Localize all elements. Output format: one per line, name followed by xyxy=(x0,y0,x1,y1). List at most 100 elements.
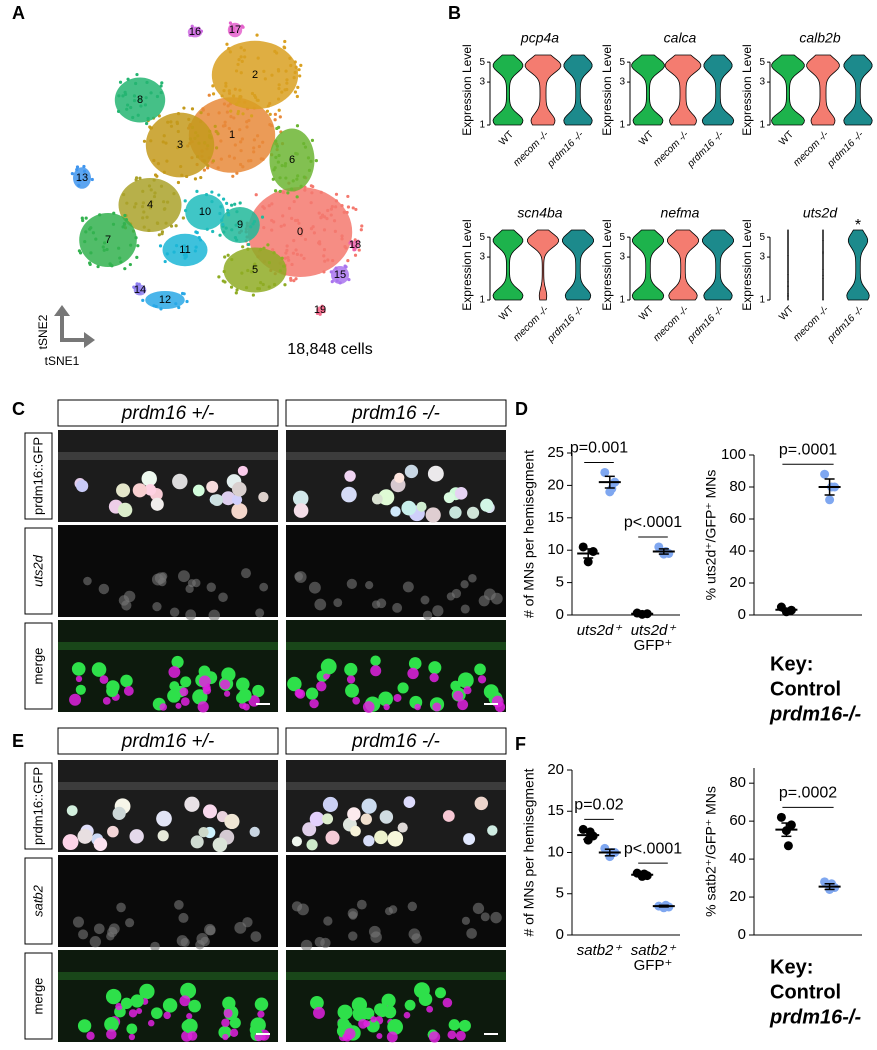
signal xyxy=(309,698,319,709)
cell xyxy=(72,916,84,928)
cell-dot xyxy=(259,247,263,251)
cell xyxy=(192,578,201,588)
cell-dot xyxy=(135,72,139,77)
cell-dot xyxy=(293,218,298,223)
cell-dot xyxy=(250,91,255,96)
signal xyxy=(428,1031,441,1043)
error-bar xyxy=(637,612,648,616)
cluster-label: 7 xyxy=(105,234,111,246)
signal xyxy=(147,1019,155,1027)
cell-dot xyxy=(286,255,290,260)
cell-dot xyxy=(277,108,281,112)
cell xyxy=(374,1003,387,1016)
signal xyxy=(442,997,453,1008)
cell xyxy=(252,684,265,698)
cell-dot xyxy=(293,60,297,64)
cell xyxy=(397,822,408,833)
signal xyxy=(352,696,361,705)
signal xyxy=(370,1016,377,1023)
cell-dot xyxy=(299,233,303,237)
y-axis-label: Expression Level xyxy=(600,44,614,135)
cell-dot xyxy=(152,158,156,163)
cell-dot xyxy=(230,257,234,262)
cluster-label: 6 xyxy=(289,154,295,166)
cell-dot xyxy=(317,240,322,244)
cell-dot xyxy=(214,129,218,134)
cell-dot xyxy=(223,120,227,124)
cell xyxy=(460,604,470,614)
cell-dot xyxy=(277,125,281,130)
cell xyxy=(434,987,446,999)
cell xyxy=(449,506,462,519)
cell xyxy=(184,796,200,812)
outlier-dot xyxy=(822,268,824,271)
cell-dot xyxy=(285,244,289,248)
cell-dot xyxy=(277,86,281,91)
error-bar xyxy=(637,872,648,877)
y-tick-label: 3 xyxy=(759,77,765,88)
cell xyxy=(126,1023,138,1035)
cell-dot xyxy=(159,307,163,311)
signal xyxy=(362,701,375,713)
cell-dot xyxy=(112,211,116,215)
cluster-label: 10 xyxy=(199,206,211,218)
error-bar xyxy=(658,548,669,555)
cluster-label: 19 xyxy=(314,304,326,316)
y-axis-label: Expression Level xyxy=(740,44,754,135)
cell-dot xyxy=(174,224,178,228)
signal xyxy=(313,1006,325,1019)
cell xyxy=(205,925,216,936)
outlier-dot xyxy=(787,285,789,288)
cell-dot xyxy=(238,88,242,92)
violin xyxy=(787,229,789,301)
cell-dot xyxy=(292,279,296,283)
cell-dot xyxy=(272,282,277,287)
cell-dot xyxy=(331,258,335,263)
cell xyxy=(206,480,219,493)
cell-dot xyxy=(169,224,174,228)
cell-dot xyxy=(228,21,233,25)
cell xyxy=(371,493,383,505)
y-tick-label: 5 xyxy=(619,232,625,243)
row-label: merge xyxy=(30,648,45,685)
cell-dot xyxy=(172,250,176,254)
gene-title: nefma xyxy=(661,205,700,221)
cell-dot xyxy=(297,68,301,72)
cell-dot xyxy=(263,77,267,81)
cell xyxy=(370,655,381,666)
cell-dot xyxy=(217,275,221,279)
cell-dot xyxy=(187,117,191,121)
cell xyxy=(310,996,324,1010)
cell-dot xyxy=(321,309,326,313)
cell-dot xyxy=(353,248,357,252)
cell-dot xyxy=(123,213,127,218)
cell xyxy=(388,905,398,914)
cell xyxy=(250,931,262,942)
cell-dot xyxy=(284,69,288,73)
cell-dot xyxy=(129,105,133,110)
cell-dot xyxy=(276,97,281,101)
cell-dot xyxy=(266,243,270,247)
cell xyxy=(458,1019,471,1032)
cell-dot xyxy=(124,218,129,222)
cell-dot xyxy=(273,118,277,122)
cell-dot xyxy=(295,177,299,181)
cell-dot xyxy=(121,94,125,98)
cell xyxy=(200,936,210,947)
cell-dot xyxy=(239,162,243,167)
axon-band xyxy=(58,642,278,650)
row-label-box xyxy=(24,527,53,615)
row-label: merge xyxy=(30,978,45,1015)
signal xyxy=(229,1028,239,1038)
cell-dot xyxy=(266,104,270,108)
cell-dot xyxy=(255,98,259,102)
cell xyxy=(171,655,184,669)
y-tick-label: 60 xyxy=(729,510,746,527)
cell xyxy=(169,681,180,692)
cell xyxy=(387,1019,403,1035)
cell xyxy=(144,484,157,496)
cell-dot xyxy=(91,231,96,235)
cell-dot xyxy=(259,281,263,285)
cell xyxy=(222,996,236,1010)
y-tick-label: 3 xyxy=(479,77,485,88)
